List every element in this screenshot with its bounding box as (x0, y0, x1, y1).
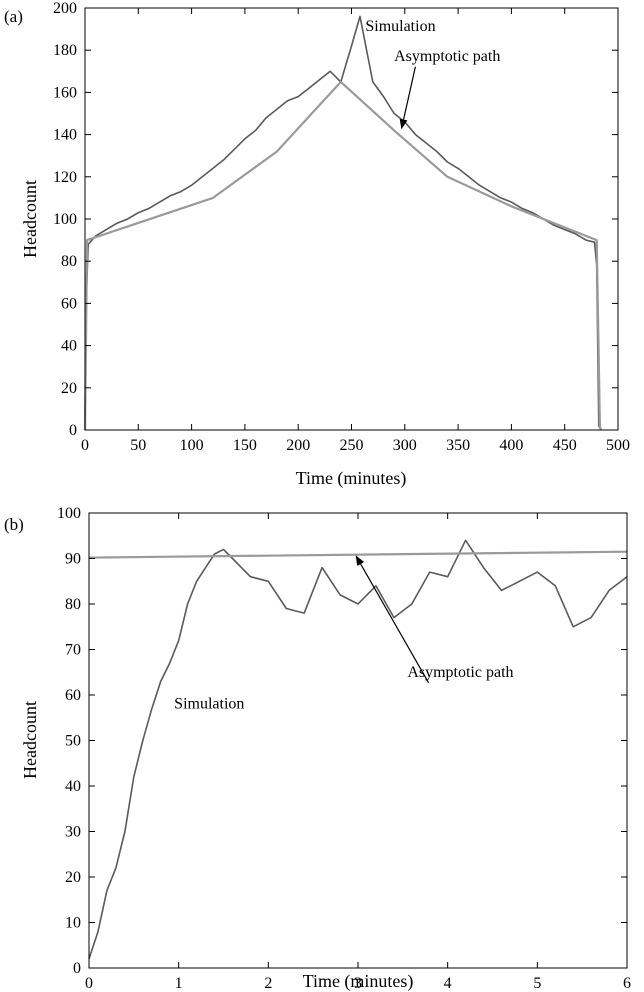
series-line-simulation-a (84, 15, 602, 431)
series-layer-b (88, 539, 628, 960)
y-tick-label: 40 (61, 338, 77, 355)
x-tick-label: 4 (444, 975, 452, 992)
y-tick-label: 20 (61, 380, 77, 397)
y-tick-label: 10 (65, 915, 81, 932)
y-tick-label: 60 (65, 687, 81, 704)
x-tick-label: 50 (130, 437, 146, 454)
plot-frame-b (88, 512, 628, 969)
x-tick-label: 450 (553, 437, 577, 454)
x-tick-label: 5 (533, 975, 541, 992)
x-axis-title-a: Time (minutes) (296, 468, 407, 489)
x-tick-label: 0 (81, 437, 89, 454)
annotation-simulation-b: Simulation (174, 696, 244, 713)
y-tick-label: 90 (65, 551, 81, 568)
x-tick-label: 3 (354, 975, 362, 992)
y-tick-label: 80 (65, 596, 81, 613)
annotation-arrow-b (355, 555, 430, 684)
y-tick-label: 100 (53, 211, 77, 228)
y-tick-label: 120 (53, 169, 77, 186)
panel-label-a: (a) (4, 7, 23, 26)
annotation-arrow-a (399, 66, 416, 130)
annotation-simulation-a: Simulation (365, 18, 435, 35)
annotation-layer-a: Simulation Asymptotic path (365, 18, 500, 130)
y-tick-label: 0 (69, 422, 77, 439)
x-tick-label: 250 (340, 437, 364, 454)
x-tick-label: 0 (85, 975, 93, 992)
y-tick-label: 200 (53, 0, 77, 17)
y-tick-label: 20 (65, 869, 81, 886)
x-tick-label: 400 (499, 437, 523, 454)
y-tick-label: 100 (57, 505, 81, 522)
y-axis-title-a: Headcount (20, 180, 40, 258)
y-tick-label: 50 (65, 733, 81, 750)
x-tick-label: 500 (606, 437, 630, 454)
x-tick-label: 300 (393, 437, 417, 454)
x-tick-label: 150 (233, 437, 257, 454)
y-tick-label: 0 (73, 960, 81, 977)
x-tick-label: 1 (175, 975, 183, 992)
series-line-asymptotic-path-b (88, 550, 628, 559)
annotation-asymptotic-path-a: Asymptotic path (394, 48, 500, 65)
x-tick-label: 2 (264, 975, 272, 992)
x-tick-label: 350 (446, 437, 470, 454)
y-tick-label: 160 (53, 84, 77, 101)
x-tick-label: 6 (623, 975, 631, 992)
y-tick-label: 30 (65, 824, 81, 841)
annotation-layer-b: Simulation Asymptotic path (174, 555, 514, 713)
y-tick-label: 60 (61, 295, 77, 312)
tick-layer-a: 0 50 100 150 200 250 300 350 400 450 500 0 20 40 60 80 1… (53, 0, 630, 454)
y-tick-label: 180 (53, 42, 77, 59)
series-line-asymptotic-path-a (83, 80, 602, 431)
y-tick-label: 70 (65, 642, 81, 659)
series-line-simulation-b (88, 539, 628, 960)
plot-frame-a (84, 7, 619, 431)
x-tick-label: 100 (180, 437, 204, 454)
panel-label-b: (b) (4, 515, 24, 534)
annotation-asymptotic-path-b: Asymptotic path (407, 664, 513, 681)
y-axis-title-b: Headcount (20, 701, 40, 779)
y-tick-label: 40 (65, 778, 81, 795)
series-layer-a (83, 15, 602, 431)
y-tick-label: 80 (61, 253, 77, 270)
y-tick-label: 140 (53, 127, 77, 144)
x-axis-title-b: Time (minutes) (303, 971, 414, 992)
x-tick-label: 200 (286, 437, 310, 454)
chart-panel-a: (a) 0 50 100 150 200 250 300 350 400 450 500 0 20 40 6… (4, 0, 630, 489)
